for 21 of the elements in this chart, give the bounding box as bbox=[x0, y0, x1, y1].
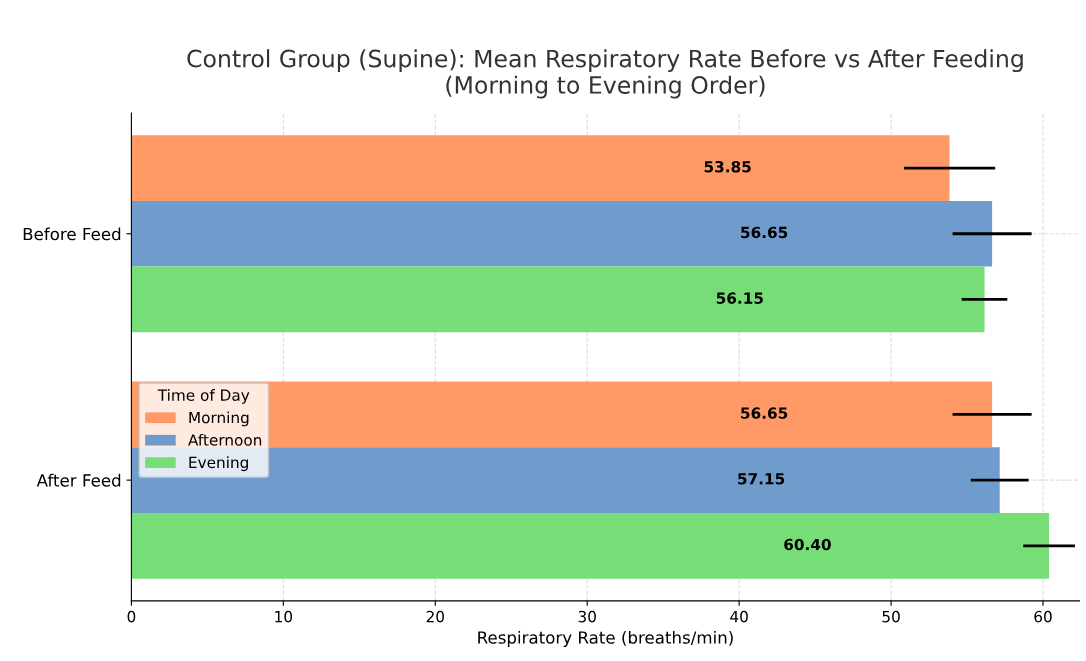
x-tick-label: 30 bbox=[578, 610, 596, 623]
data-label: 56.65 bbox=[741, 407, 788, 419]
x-tick-label: 40 bbox=[730, 610, 748, 623]
x-tick-label: 0 bbox=[127, 610, 136, 623]
x-tick-label: 10 bbox=[275, 610, 293, 623]
y-tick-label: After Feed bbox=[36, 473, 121, 487]
data-label: 53.85 bbox=[704, 160, 751, 173]
x-tick-label: 20 bbox=[426, 610, 444, 623]
x-tick-label: 60 bbox=[1034, 610, 1052, 623]
legend-label: Afternoon bbox=[188, 433, 262, 446]
data-label: 57.15 bbox=[738, 473, 785, 485]
y-tick-label: Before Feed bbox=[23, 227, 121, 241]
chart-title: Control Group (Supine): Mean Respiratory Rate Before vs After Feeding (Morning to Evening Order) bbox=[187, 49, 1023, 99]
legend-label: Evening bbox=[189, 456, 248, 472]
x-tick-label: 50 bbox=[882, 610, 900, 623]
data-label: 56.65 bbox=[741, 226, 788, 239]
x-axis-title: Respiratory Rate (breaths/min) bbox=[478, 630, 733, 648]
legend-label: Morning bbox=[189, 411, 249, 427]
data-label: 60.40 bbox=[784, 538, 831, 551]
legend-title: Time of Day bbox=[157, 389, 250, 404]
data-label: 56.15 bbox=[716, 292, 763, 304]
